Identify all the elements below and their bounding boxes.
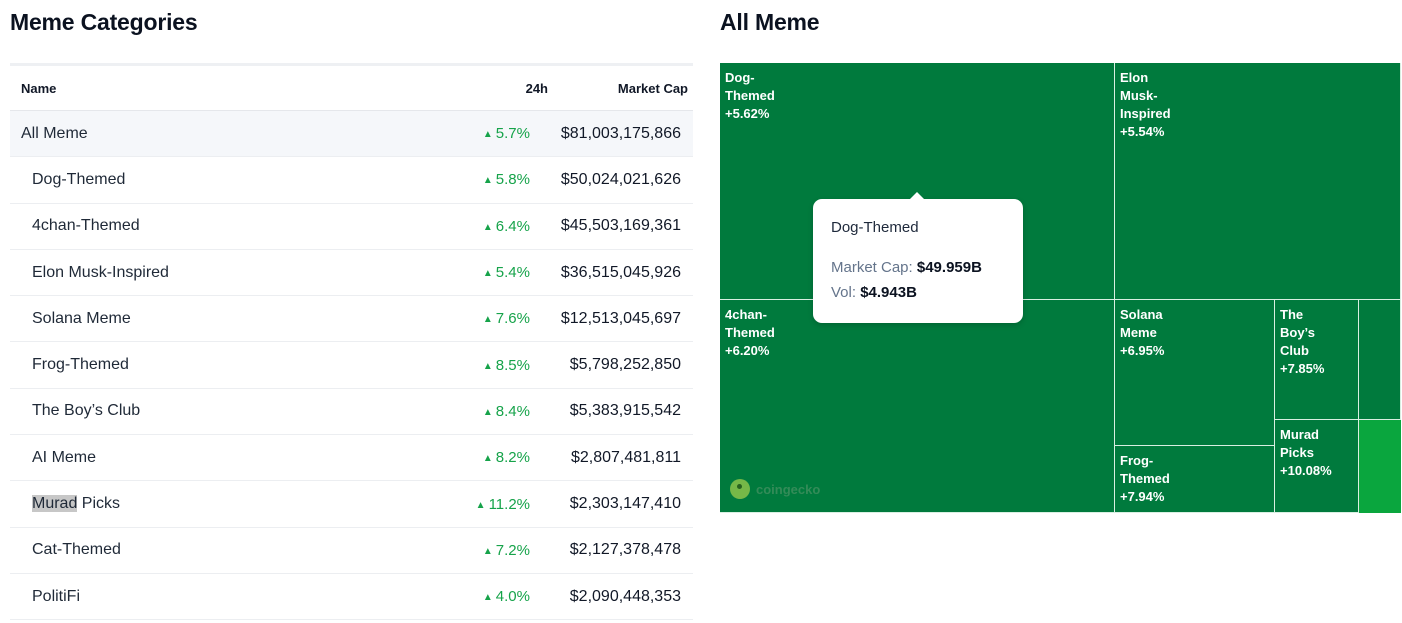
- table-row[interactable]: PolitiFi ▲ 4.0% $2,090,448,353: [10, 574, 693, 621]
- change-24h: ▲ 5.4%: [482, 264, 530, 282]
- column-header-24h[interactable]: 24h: [525, 80, 548, 96]
- selected-text: Murad: [32, 495, 78, 513]
- change-24h: ▲ 7.6%: [482, 310, 530, 328]
- treemap-tile-4chan-themed[interactable]: 4chan- Themed +6.20%: [720, 300, 1115, 513]
- table-row[interactable]: The Boy’s Club ▲ 8.4% $5,383,915,542: [10, 389, 693, 436]
- change-24h: ▲ 7.2%: [482, 541, 530, 559]
- up-arrow-icon: ▲: [482, 268, 493, 280]
- coingecko-watermark: coingecko: [730, 479, 820, 499]
- up-arrow-icon: ▲: [482, 175, 493, 187]
- market-cap: $36,515,045,926: [560, 263, 681, 281]
- treemap-tile-elon-musk-inspired[interactable]: Elon Musk- Inspired +5.54%: [1115, 63, 1401, 300]
- table-row[interactable]: 4chan-Themed ▲ 6.4% $45,503,169,361: [10, 204, 693, 250]
- categories-table: Name 24h Market Cap All Meme ▲ 5.7% $81,0…: [10, 63, 693, 621]
- up-arrow-icon: ▲: [482, 545, 493, 557]
- table-row[interactable]: Elon Musk-Inspired ▲ 5.4% $36,515,045,926: [10, 250, 693, 297]
- coingecko-logo-icon: [730, 479, 750, 499]
- up-arrow-icon: ▲: [482, 314, 493, 326]
- treemap-title: All Meme: [720, 9, 820, 35]
- tooltip-market-cap: Market Cap: $49.959B: [831, 259, 982, 276]
- category-name[interactable]: Elon Musk-Inspired: [32, 263, 169, 281]
- table-row[interactable]: Dog-Themed ▲ 5.8% $50,024,021,626: [10, 157, 693, 204]
- market-cap: $5,798,252,850: [569, 356, 681, 374]
- market-cap: $2,807,481,811: [570, 448, 681, 466]
- market-cap: $45,503,169,361: [560, 217, 681, 235]
- table-row[interactable]: AI Meme ▲ 8.2% $2,807,481,811: [10, 435, 693, 482]
- change-24h: ▲ 11.2%: [475, 495, 530, 513]
- page-title: Meme Categories: [10, 9, 198, 35]
- category-name[interactable]: Dog-Themed: [32, 170, 126, 188]
- table-row[interactable]: Cat-Themed ▲ 7.2% $2,127,378,478: [10, 528, 693, 574]
- column-header-name[interactable]: Name: [21, 80, 57, 96]
- up-arrow-icon: ▲: [482, 129, 493, 141]
- category-name[interactable]: Cat-Themed: [32, 541, 121, 559]
- up-arrow-icon: ▲: [482, 592, 493, 604]
- tile-label: Murad Picks +10.08%: [1280, 427, 1332, 478]
- market-cap: $5,383,915,542: [569, 402, 681, 420]
- market-cap: $2,127,378,478: [569, 541, 681, 559]
- market-cap: $81,003,175,866: [560, 124, 681, 142]
- tile-label: Elon Musk- Inspired +5.54%: [1120, 70, 1171, 139]
- category-name[interactable]: Solana Meme: [32, 309, 131, 327]
- tooltip-volume: Vol: $4.943B: [831, 284, 917, 301]
- up-arrow-icon: ▲: [482, 453, 493, 465]
- change-24h: ▲ 4.0%: [482, 588, 530, 606]
- table-row[interactable]: Murad Picks ▲ 11.2% $2,303,147,410: [10, 481, 693, 528]
- treemap-tile-dog-themed[interactable]: Dog- Themed +5.62%: [720, 63, 1115, 300]
- market-cap: $2,303,147,410: [569, 495, 681, 513]
- category-name[interactable]: 4chan-Themed: [32, 217, 140, 235]
- up-arrow-icon: ▲: [482, 406, 493, 418]
- column-header-market-cap[interactable]: Market Cap: [617, 80, 688, 96]
- category-name[interactable]: PolitiFi: [32, 587, 81, 605]
- table-row[interactable]: Solana Meme ▲ 7.6% $12,513,045,697: [10, 296, 693, 343]
- treemap-tile-the-boys-club[interactable]: The Boy’s Club +7.85%: [1275, 300, 1359, 420]
- category-name[interactable]: All Meme: [21, 124, 88, 142]
- tile-label: 4chan- Themed +6.20%: [725, 307, 775, 358]
- up-arrow-icon: ▲: [482, 221, 493, 233]
- change-24h: ▲ 6.4%: [482, 217, 530, 235]
- change-24h: ▲ 8.4%: [482, 402, 530, 420]
- change-24h: ▲ 5.8%: [482, 171, 530, 189]
- treemap-tile-bright[interactable]: [1359, 420, 1401, 513]
- category-name[interactable]: The Boy’s Club: [32, 402, 141, 420]
- up-arrow-icon: ▲: [475, 499, 486, 511]
- treemap-tile-solana-meme[interactable]: Solana Meme +6.95%: [1115, 300, 1275, 446]
- table-header: Name 24h Market Cap: [10, 66, 693, 111]
- tile-label: Solana Meme +6.95%: [1120, 307, 1165, 358]
- treemap-tooltip: Dog-Themed Market Cap: $49.959B Vol: $4.…: [813, 192, 1023, 323]
- change-24h: ▲ 8.2%: [482, 449, 530, 467]
- market-cap: $12,513,045,697: [560, 309, 681, 327]
- tooltip-title: Dog-Themed: [831, 219, 919, 236]
- change-24h: ▲ 8.5%: [482, 356, 530, 374]
- treemap-tile-unlabeled[interactable]: [1359, 300, 1401, 420]
- category-name[interactable]: Murad Picks: [32, 495, 121, 513]
- table-row[interactable]: Frog-Themed ▲ 8.5% $5,798,252,850: [10, 342, 693, 389]
- category-name[interactable]: AI Meme: [32, 448, 97, 466]
- tile-label: The Boy’s Club +7.85%: [1280, 307, 1325, 376]
- up-arrow-icon: ▲: [482, 360, 493, 372]
- market-cap: $50,024,021,626: [560, 170, 681, 188]
- treemap: Dog- Themed +5.62% Elon Musk- Inspired +5.…: [720, 63, 1401, 513]
- market-cap: $2,090,448,353: [569, 587, 681, 605]
- change-24h: ▲ 5.7%: [482, 125, 530, 143]
- tile-label: Dog- Themed +5.62%: [725, 70, 775, 121]
- category-name[interactable]: Frog-Themed: [32, 356, 129, 374]
- treemap-tile-frog-themed[interactable]: Frog- Themed +7.94%: [1115, 446, 1275, 513]
- table-row[interactable]: All Meme ▲ 5.7% $81,003,175,866: [10, 111, 693, 158]
- tile-label: Frog- Themed +7.94%: [1120, 453, 1170, 504]
- treemap-tile-murad-picks[interactable]: Murad Picks +10.08%: [1275, 420, 1359, 513]
